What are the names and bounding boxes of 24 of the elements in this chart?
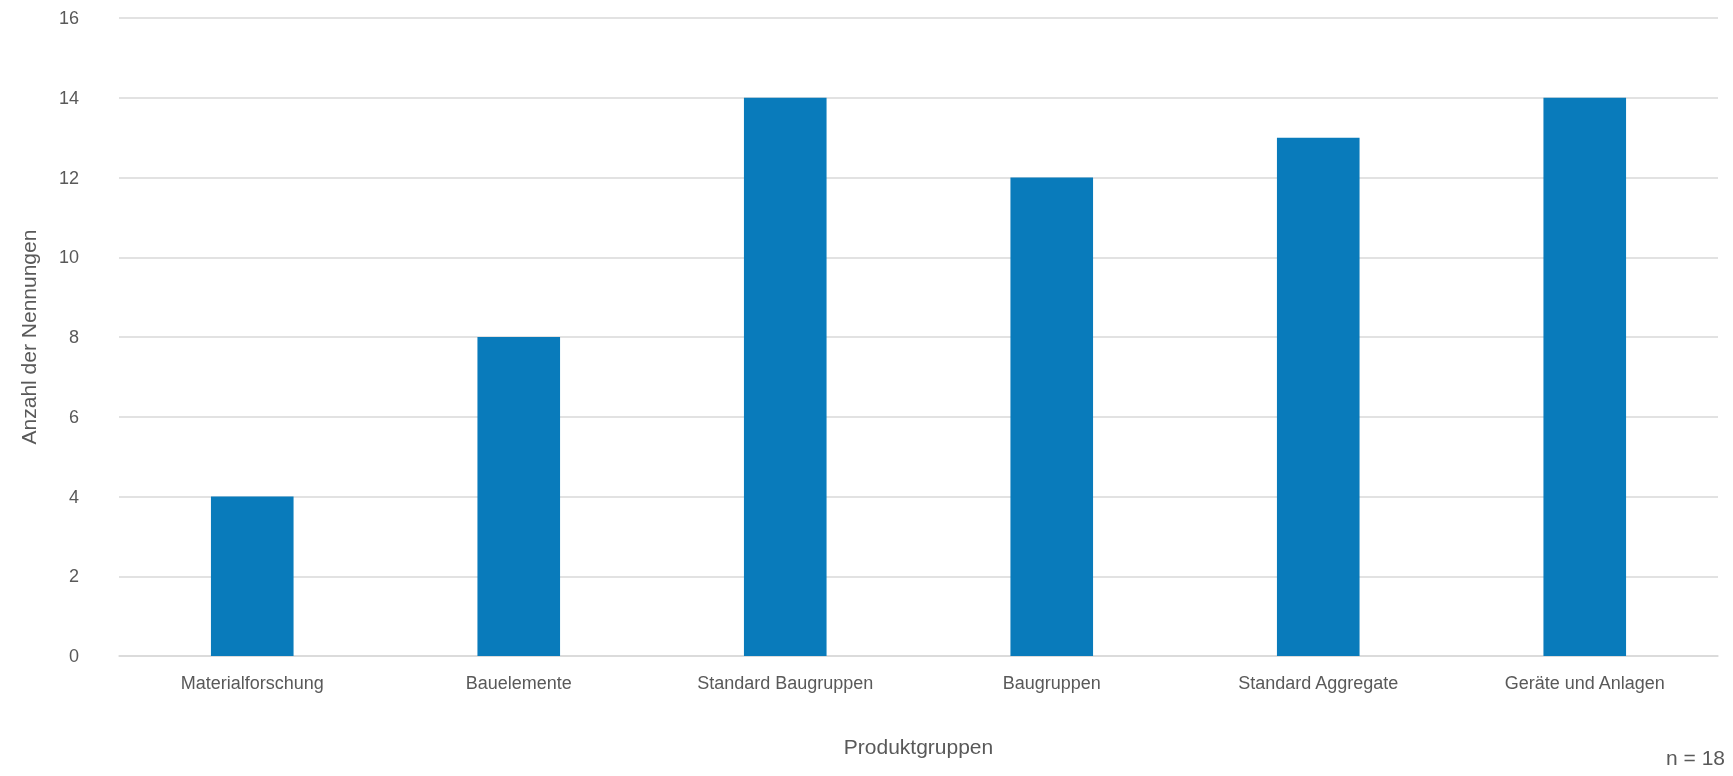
y-tick-label: 16 [58, 8, 79, 28]
y-tick-label: 6 [68, 406, 79, 427]
bar [1276, 137, 1360, 656]
x-tick-label: Baugruppen [1002, 673, 1101, 693]
y-tick-label: 2 [68, 566, 79, 587]
y-axis-title: Anzahl der Nennungen [17, 229, 40, 445]
x-axis-title: Produktgruppen [843, 735, 994, 758]
bar [743, 97, 827, 656]
bar [1010, 177, 1094, 656]
x-tick-label: Geräte und Anlagen [1504, 673, 1665, 693]
text: n = 18 [1666, 746, 1726, 769]
bar [210, 496, 294, 656]
bar [477, 337, 561, 656]
y-tick-label: 10 [58, 247, 79, 268]
x-tick-label: Bauelemente [465, 673, 572, 693]
x-tick-label: Standard Baugruppen [697, 673, 874, 693]
y-tick-label: 14 [58, 87, 79, 108]
y-tick-label: 12 [58, 167, 79, 188]
x-tick-label: Standard Aggregate [1238, 673, 1399, 693]
y-tick-label: 8 [68, 327, 79, 347]
x-tick-label: Materialforschung [180, 673, 324, 693]
bar [1543, 97, 1627, 656]
y-tick-label: 0 [68, 646, 79, 666]
y-tick-label: 4 [68, 486, 79, 507]
